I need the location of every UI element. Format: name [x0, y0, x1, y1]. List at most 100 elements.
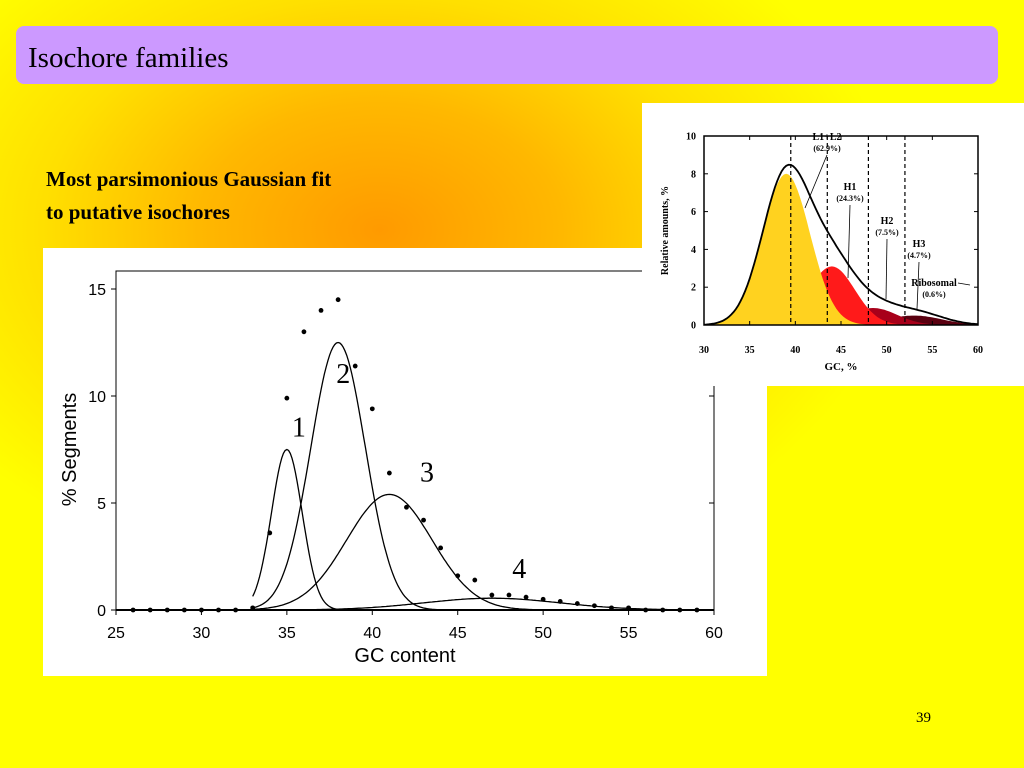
fit-curve-2	[252, 341, 453, 611]
x-tick-label: 45	[449, 625, 467, 642]
y-tick-label: 8	[691, 169, 696, 180]
fit-curve-4	[252, 597, 713, 611]
y-tick-label: 0	[97, 603, 106, 620]
y-tick-label: 0	[691, 321, 696, 332]
y-axis-label: Relative amounts, %	[660, 186, 671, 275]
y-axis-label: % Segments	[59, 393, 81, 506]
curve-label-3: 3	[420, 458, 434, 489]
x-tick-label: 25	[107, 625, 125, 642]
x-tick-label: 40	[790, 345, 800, 356]
y-tick-label: 10	[88, 389, 106, 406]
curve-label-2: 2	[336, 359, 350, 390]
data-point	[472, 577, 478, 583]
y-tick-label: 2	[691, 283, 696, 294]
component-name-label: H1	[844, 182, 857, 193]
slide-subtitle: Most parsimonious Gaussian fit to putati…	[46, 163, 331, 229]
x-tick-label: 30	[699, 345, 709, 356]
data-point	[301, 329, 307, 335]
x-tick-label: 55	[620, 625, 638, 642]
leader-line	[847, 204, 851, 279]
data-point	[318, 308, 324, 313]
data-point	[284, 395, 290, 401]
data-point	[592, 603, 597, 609]
data-point	[369, 406, 375, 412]
title-bar: Isochore families	[16, 26, 998, 84]
x-axis-label: GC content	[354, 645, 456, 667]
leader-line	[804, 154, 828, 209]
fit-curve-3	[252, 493, 568, 611]
data-point	[626, 605, 631, 611]
x-tick-label: 45	[836, 345, 846, 356]
data-point	[421, 517, 426, 523]
fit-curve-1	[252, 448, 351, 611]
isochore-families-chart: 30 35 40 45 50 55 60 0 2 4 6 8 10 GC, % Relative amoun…	[660, 132, 983, 374]
component-percent-label: (4.7%)	[907, 251, 931, 260]
x-tick-label: 35	[745, 345, 755, 356]
slide-number: 39	[916, 710, 931, 726]
data-point	[677, 607, 683, 613]
component-area	[704, 266, 978, 325]
component-name-label: L1+L2	[812, 132, 841, 143]
component-percent-label: (7.5%)	[875, 228, 899, 237]
x-tick-label: 50	[534, 625, 552, 642]
data-point	[404, 504, 409, 510]
x-tick-label: 50	[882, 345, 892, 356]
isochore-families-chart-panel: 30 35 40 45 50 55 60 0 2 4 6 8 10 GC, % Relative amoun…	[642, 103, 1024, 386]
x-tick-label: 35	[278, 625, 296, 642]
subtitle-line-1: Most parsimonious Gaussian fit	[46, 167, 332, 191]
data-point	[506, 592, 512, 598]
x-tick-label: 30	[193, 625, 211, 642]
data-point	[233, 607, 239, 613]
x-tick-label: 60	[705, 625, 723, 642]
envelope-curve	[703, 163, 979, 326]
y-tick-label: 4	[691, 245, 696, 256]
leader-line	[916, 261, 920, 310]
data-point	[386, 470, 392, 476]
y-tick-label: 10	[686, 132, 696, 143]
data-point	[164, 607, 170, 613]
data-point	[147, 607, 153, 613]
x-axis-label: GC, %	[825, 361, 858, 373]
data-point	[181, 607, 187, 613]
data-point	[643, 607, 649, 613]
component-name-label: H3	[913, 239, 926, 250]
data-point	[523, 594, 529, 600]
leader-line	[885, 238, 888, 300]
data-point	[352, 363, 358, 369]
data-point	[267, 530, 273, 536]
data-point	[216, 607, 221, 613]
data-point	[557, 599, 563, 604]
x-tick-label: 40	[363, 625, 381, 642]
data-point	[335, 297, 341, 303]
x-tick-label: 55	[927, 345, 937, 356]
data-point	[199, 607, 204, 613]
curve-label-1: 1	[292, 413, 306, 444]
y-tick-label: 6	[691, 207, 696, 218]
x-tick-label: 60	[973, 345, 983, 356]
data-point	[455, 573, 461, 579]
data-point	[438, 545, 444, 551]
component-area	[704, 173, 978, 325]
component-area	[704, 308, 978, 325]
data-point	[660, 607, 666, 613]
y-tick-label: 15	[88, 282, 106, 299]
component-percent-label: (0.6%)	[922, 290, 946, 299]
component-percent-label: (62.9%)	[813, 144, 841, 153]
data-point	[130, 607, 136, 613]
component-percent-label: (24.3%)	[836, 194, 864, 203]
data-point	[250, 605, 256, 611]
slide-title: Isochore families	[28, 42, 229, 74]
subtitle-line-2: to putative isochores	[46, 200, 230, 224]
plot-frame	[115, 270, 715, 611]
data-point	[574, 601, 580, 606]
curve-label-4: 4	[512, 554, 526, 585]
data-point	[609, 605, 614, 611]
component-name-label: Ribosomal	[911, 278, 957, 289]
data-point	[694, 607, 700, 613]
data-point	[540, 596, 546, 602]
leader-line	[957, 282, 971, 286]
data-point	[489, 592, 495, 598]
component-name-label: H2	[881, 216, 894, 227]
